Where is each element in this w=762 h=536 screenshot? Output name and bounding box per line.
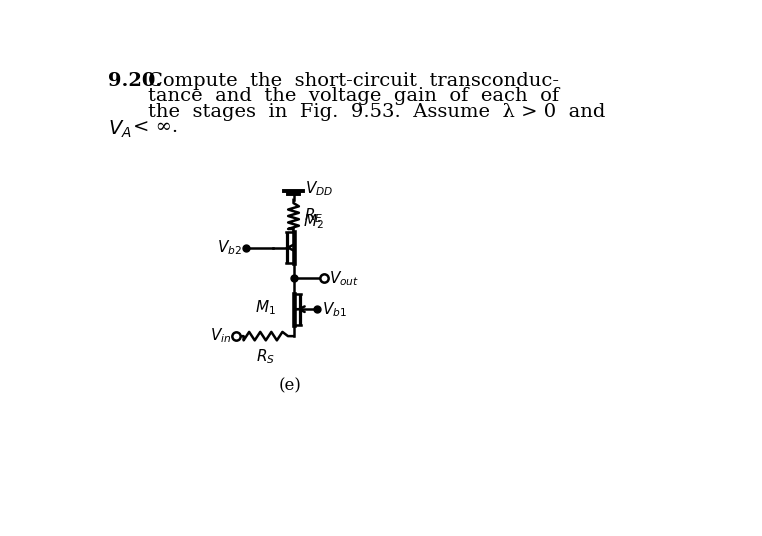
Text: $R_S$: $R_S$ [256, 347, 275, 366]
Text: $V_{DD}$: $V_{DD}$ [305, 180, 334, 198]
Text: (e): (e) [278, 378, 301, 394]
Text: $M_1$: $M_1$ [255, 299, 276, 317]
Text: tance  and  the  voltage  gain  of  each  of: tance and the voltage gain of each of [148, 87, 559, 106]
Text: $V_{out}$: $V_{out}$ [329, 269, 359, 288]
Text: $V_{b1}$: $V_{b1}$ [322, 300, 347, 318]
Text: the  stages  in  Fig.  9.53.  Assume  λ > 0  and: the stages in Fig. 9.53. Assume λ > 0 an… [148, 103, 605, 121]
Text: < ∞.: < ∞. [133, 118, 178, 136]
Text: 9.20.: 9.20. [108, 72, 162, 90]
Text: Compute  the  short-circuit  transconduc-: Compute the short-circuit transconduc- [148, 72, 559, 90]
Text: $V_{b2}$: $V_{b2}$ [217, 238, 242, 257]
Text: $V_A$: $V_A$ [108, 118, 132, 139]
Text: $V_{in}$: $V_{in}$ [210, 327, 232, 346]
Text: $R_E$: $R_E$ [304, 207, 324, 225]
Text: $M_2$: $M_2$ [303, 212, 324, 230]
